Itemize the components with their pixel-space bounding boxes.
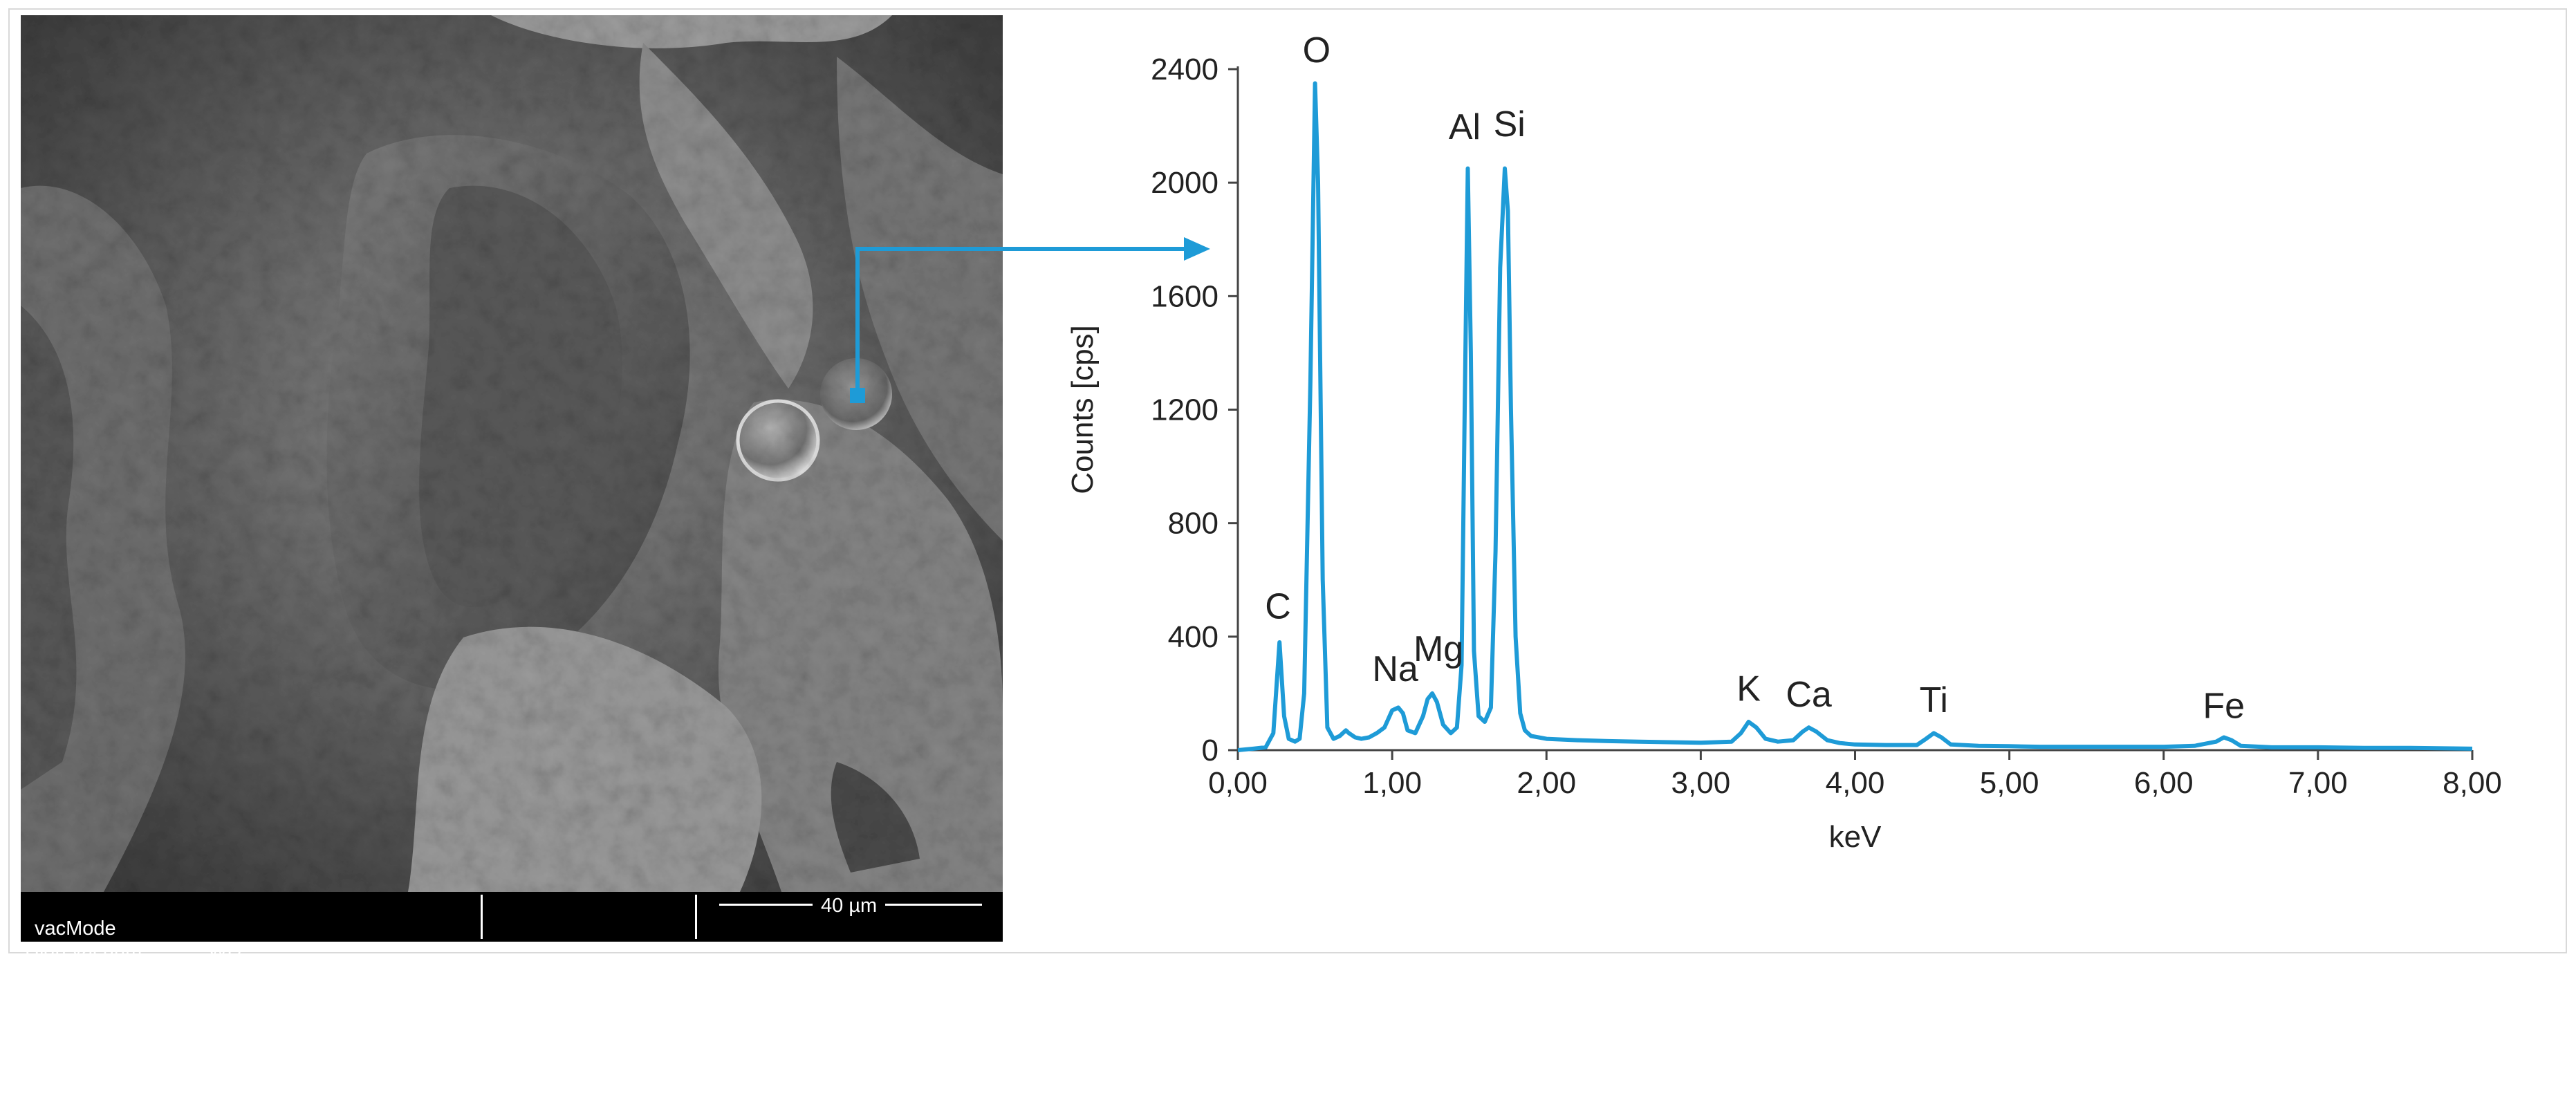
y-tick-label: 0	[1202, 734, 1218, 767]
peak-label-k: K	[1736, 669, 1761, 709]
peak-label-na: Na	[1372, 649, 1418, 689]
y-axis-label: Counts [cps]	[1066, 325, 1100, 494]
info-header-hv: HV	[315, 963, 344, 985]
chart-svg: 0,00 1,00 2,00 3,00 4,00 5,00 6,00 7,00 8,00 0 400…	[1066, 30, 2502, 854]
info-divider	[481, 895, 483, 939]
peak-label-o: O	[1303, 30, 1331, 71]
x-tick-label: 2,00	[1517, 766, 1576, 800]
scale-bar-label: 40 µm	[813, 895, 886, 917]
x-axis-label: keV	[1829, 820, 1882, 854]
y-tick-label: 1600	[1151, 279, 1218, 313]
sem-micrograph: vacMode WD HV mag ⊞ HFW pressure High va…	[21, 15, 1003, 1076]
info-header-vacmode: vacMode	[35, 917, 116, 940]
info-value-vacmode: High vacuum	[25, 940, 142, 962]
info-value-pressure: 6.87e-4 Pa	[573, 1054, 671, 1076]
sem-info-bar: vacMode WD HV mag ⊞ HFW pressure High va…	[21, 892, 1003, 1076]
x-tick-label: 0,00	[1208, 766, 1268, 800]
peak-label-fe: Fe	[2203, 686, 2245, 726]
x-tick-label: 7,00	[2288, 766, 2348, 800]
sem-image	[21, 15, 1003, 892]
y-tick-label: 2000	[1151, 166, 1218, 200]
peak-label-mg: Mg	[1414, 629, 1463, 669]
y-tick-label: 2400	[1151, 53, 1218, 86]
x-tick-label: 4,00	[1826, 766, 1885, 800]
info-header-mag: mag	[395, 986, 434, 1008]
info-value-mag: 2 000 x	[355, 1008, 422, 1030]
info-value-hfw: 149 µm	[490, 1031, 557, 1053]
y-tick-label: 1200	[1151, 393, 1218, 427]
info-header-wd: WD	[208, 940, 242, 962]
measurement-point-marker	[850, 388, 865, 403]
info-divider	[695, 895, 697, 939]
x-tick-label: 6,00	[2134, 766, 2194, 800]
x-tick-label: 5,00	[1980, 766, 2039, 800]
y-tick-label: 400	[1168, 620, 1218, 654]
eds-spectrum-chart: 0,00 1,00 2,00 3,00 4,00 5,00 6,00 7,00 8,00 0 400…	[1010, 15, 2545, 945]
peak-label-si: Si	[1494, 104, 1526, 145]
info-value-wd: 11.1 mm	[142, 962, 219, 985]
x-tick-label: 8,00	[2443, 766, 2502, 800]
info-value-hv: 15.00 kV	[246, 985, 326, 1007]
spectrum-line	[1237, 81, 2473, 752]
info-mag-icon: ⊞	[441, 1010, 458, 1032]
x-tick-label: 3,00	[1671, 766, 1731, 800]
peak-label-al: Al	[1449, 107, 1481, 147]
y-tick-label: 800	[1168, 507, 1218, 541]
peak-label-ca: Ca	[1786, 675, 1832, 715]
peak-label-c: C	[1265, 587, 1291, 627]
peak-label-ti: Ti	[1920, 680, 1948, 720]
x-tick-label: 1,00	[1362, 766, 1422, 800]
